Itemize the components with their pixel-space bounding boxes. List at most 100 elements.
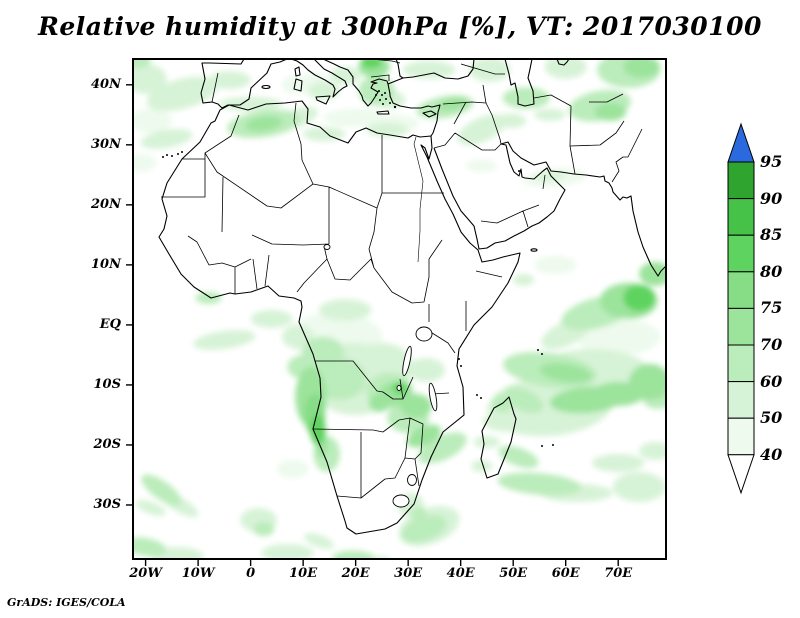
colorbar-cell <box>727 271 755 309</box>
lake-chad <box>323 244 331 250</box>
humidity-shaded-region <box>133 63 167 94</box>
colorbar-cell <box>727 381 755 419</box>
humidity-shaded-region <box>332 550 375 559</box>
colorbar-over-triangle <box>727 122 755 163</box>
nile-river <box>413 136 424 263</box>
y-axis-label: 20S <box>93 436 121 452</box>
lake-malawi <box>428 382 438 412</box>
humidity-shaded-region <box>140 128 193 149</box>
humidity-shaded-region <box>481 416 519 432</box>
island-balearics <box>261 84 271 90</box>
x-axis-label: 0 <box>246 566 256 581</box>
coastline-arabia-india <box>433 141 666 277</box>
x-axis-label: 60E <box>551 566 580 581</box>
humidity-shaded-region <box>534 108 566 121</box>
colorbar-label: 80 <box>760 261 783 281</box>
humidity-shaded-region <box>219 96 283 112</box>
border-swaziland <box>407 474 417 486</box>
colorbar-label: 85 <box>760 225 783 245</box>
humidity-shaded-region <box>318 299 372 321</box>
humidity-shaded-region <box>261 543 314 559</box>
humidity-shaded-region <box>457 114 507 146</box>
coastline-sicily <box>315 95 331 105</box>
humidity-shaded-region <box>539 363 592 383</box>
humidity-shaded-region <box>504 386 544 414</box>
coastline-levant <box>387 83 441 137</box>
humidity-shaded-region <box>408 357 445 382</box>
lake-victoria <box>415 326 433 342</box>
colorbar-label: 70 <box>760 335 783 354</box>
map-plot <box>126 58 667 566</box>
humidity-shaded-region <box>276 459 309 478</box>
x-axis-label: 10E <box>289 566 318 581</box>
colorbar-cell <box>727 161 755 200</box>
humidity-shaded-region <box>133 108 172 133</box>
humidity-shaded-region <box>401 515 447 543</box>
humidity-shaded-region <box>133 59 151 69</box>
lakes-layer <box>323 244 438 508</box>
humidity-shaded-region <box>594 102 627 121</box>
humidity-shaded-region <box>303 533 334 549</box>
humidity-shaded-region <box>245 116 282 132</box>
humidity-shaded-region <box>368 393 390 412</box>
x-axis-label: 20E <box>341 566 370 581</box>
humidity-shaded-region <box>513 273 535 286</box>
y-axis-label: 30N <box>91 136 121 152</box>
country-borders <box>161 59 643 499</box>
humidity-shaded-region <box>308 81 340 100</box>
border-lesotho <box>392 494 410 508</box>
grads-credit: GrADS: IGES/COLA <box>7 596 126 609</box>
x-axis-label: 30E <box>394 566 423 581</box>
colorbar-cell <box>727 234 755 273</box>
humidity-shaded-region <box>313 357 367 400</box>
humidity-shaded-region <box>195 291 222 304</box>
humidity-shaded-region <box>497 472 582 496</box>
x-axis-label: 50E <box>499 566 528 581</box>
lake-mweru <box>396 385 402 391</box>
colorbar-cell <box>727 307 755 346</box>
colorbar-label: 75 <box>760 298 783 318</box>
colorbar-label: 60 <box>760 371 783 391</box>
y-axis-label: 10N <box>91 256 121 272</box>
humidity-shaded-region <box>502 87 550 109</box>
humidity-shaded-region <box>253 521 275 537</box>
humidity-shaded-region <box>282 324 314 349</box>
humidity-shaded-region <box>498 445 539 469</box>
x-axis-label: 10W <box>181 566 215 581</box>
humidity-shaded-region <box>208 71 251 90</box>
lake-tanganyika <box>402 345 412 377</box>
x-axis-label: 70E <box>604 566 633 581</box>
y-axis-label: 40N <box>91 76 121 92</box>
humidity-shading-layer <box>133 59 666 559</box>
coastline-africa <box>158 100 521 535</box>
colorbar-cell <box>727 198 755 236</box>
y-axis-label: 30S <box>93 496 121 512</box>
humidity-shaded-region <box>406 424 442 448</box>
colorbar-label: 95 <box>760 152 783 171</box>
humidity-shaded-region <box>473 435 501 448</box>
coastline-italy <box>290 59 348 98</box>
humidity-shaded-region <box>494 113 527 129</box>
y-axis-label: 10S <box>93 376 121 392</box>
humidity-shaded-region <box>193 329 256 350</box>
humidity-shaded-region <box>471 459 493 472</box>
x-axis-label: 20W <box>129 566 162 581</box>
coastline-balkans-greece <box>322 59 404 107</box>
colorbar-cell <box>727 417 755 456</box>
coastline-madagascar <box>480 396 517 479</box>
coastline-crete <box>376 110 390 115</box>
humidity-shaded-region <box>623 284 655 312</box>
small-islands-layer <box>162 90 554 447</box>
x-axis-label: 40E <box>446 566 475 581</box>
island-socotra <box>530 248 538 252</box>
plot-frame <box>132 58 667 560</box>
humidity-shaded-region <box>133 153 157 172</box>
coastline-sardinia <box>293 78 303 92</box>
colorbar-cell <box>727 344 755 383</box>
humidity-shaded-region <box>639 441 666 460</box>
humidity-shaded-region <box>133 537 167 557</box>
humidity-shaded-region <box>400 393 432 418</box>
humidity-shaded-region <box>417 432 467 464</box>
humidity-shaded-region <box>468 59 511 82</box>
